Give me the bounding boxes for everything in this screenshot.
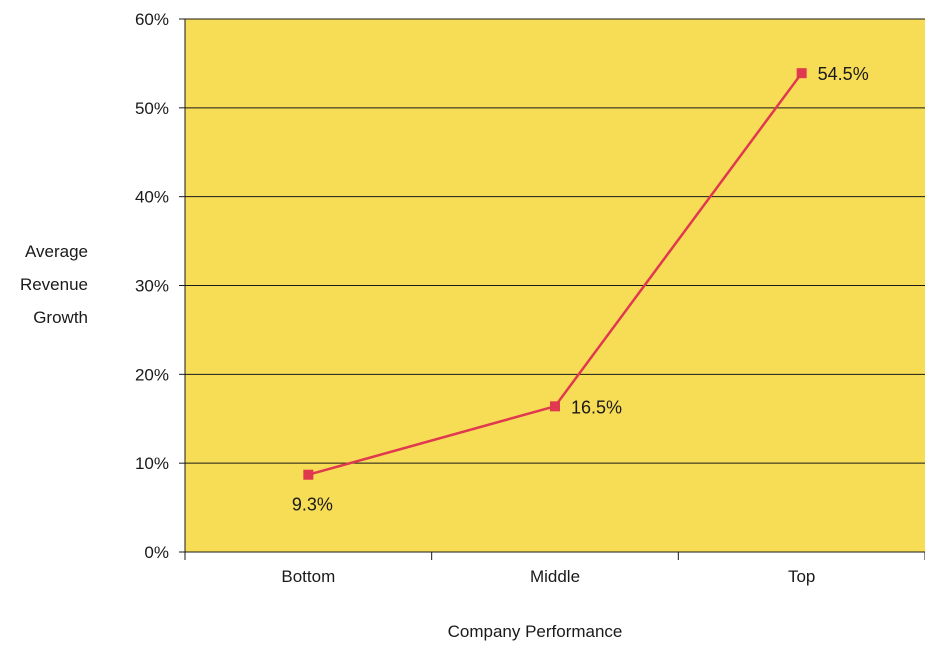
data-label: 9.3% <box>292 495 333 515</box>
data-point-marker <box>550 401 560 412</box>
y-tick-label: 50% <box>135 99 169 118</box>
x-tick-label: Bottom <box>281 567 335 586</box>
x-axis: Bottom Middle Top <box>184 551 925 586</box>
x-axis-title: Company Performance <box>448 622 623 641</box>
data-label: 54.5% <box>818 64 869 84</box>
data-point-marker <box>303 469 314 480</box>
x-tick-label: Middle <box>530 567 580 586</box>
data-labels: 9.3% 16.5% 54.5% <box>292 64 869 515</box>
y-tick-label: 40% <box>135 188 169 207</box>
y-tick-label: 10% <box>135 454 169 473</box>
y-tick-label: 20% <box>135 365 169 384</box>
y-axis-title-line-2: Revenue <box>20 275 88 294</box>
x-tick-label: Top <box>788 567 815 586</box>
y-tick-label: 60% <box>135 10 169 29</box>
y-tick-label: 0% <box>144 543 169 562</box>
y-axis-title-line-1: Average <box>25 242 88 261</box>
series-line <box>303 68 807 480</box>
y-tick-label: 30% <box>135 277 169 296</box>
y-axis-title-line-3: Growth <box>33 308 88 327</box>
data-point-marker <box>796 68 807 79</box>
y-axis: 0% 10% 20% 30% 40% 50% 60% <box>135 10 186 562</box>
data-label: 16.5% <box>571 397 622 417</box>
